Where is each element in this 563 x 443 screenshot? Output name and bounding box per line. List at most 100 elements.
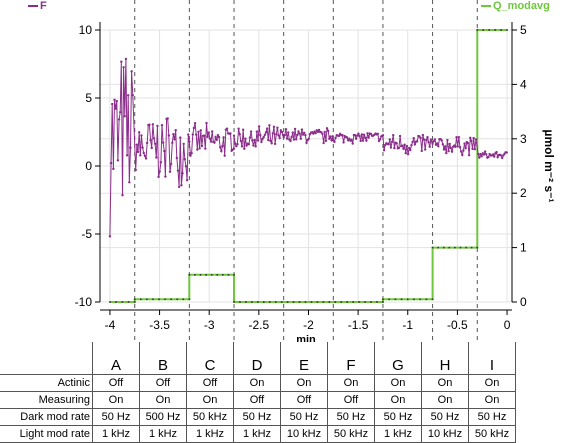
f-point bbox=[222, 136, 225, 139]
f-point bbox=[324, 139, 328, 143]
q-modavg-point bbox=[419, 298, 421, 301]
f-point bbox=[190, 151, 193, 155]
f-point bbox=[240, 145, 244, 148]
f-point bbox=[291, 131, 294, 134]
table-cell: 50 Hz bbox=[280, 408, 328, 426]
q-modavg-point bbox=[322, 301, 325, 303]
q-modavg-point bbox=[121, 301, 124, 303]
f-point bbox=[478, 156, 481, 159]
f-point bbox=[365, 139, 368, 142]
row-label: Dark mod rate bbox=[0, 408, 93, 426]
f-point bbox=[225, 127, 229, 130]
q-modavg-point bbox=[382, 298, 384, 301]
legend-f-swatch bbox=[28, 5, 38, 8]
y-left-tick-label: 10 bbox=[79, 23, 93, 37]
table-cell: 1 kHz bbox=[374, 425, 422, 443]
q-modavg-point bbox=[233, 301, 235, 303]
f-point bbox=[218, 146, 222, 149]
f-point bbox=[111, 102, 114, 106]
f-point bbox=[159, 161, 163, 164]
q-modavg-point bbox=[286, 301, 289, 303]
f-point bbox=[220, 149, 223, 153]
f-point bbox=[152, 137, 156, 140]
f-point bbox=[280, 130, 284, 134]
x-tick-label: -3 bbox=[204, 318, 215, 332]
f-point bbox=[402, 147, 405, 150]
f-point bbox=[160, 123, 164, 127]
table-cell: On bbox=[374, 391, 422, 409]
f-point bbox=[174, 129, 177, 132]
q-modavg-point bbox=[194, 274, 196, 276]
f-point bbox=[317, 128, 321, 132]
q-modavg-point bbox=[442, 246, 445, 249]
f-point bbox=[485, 153, 488, 156]
f-point bbox=[321, 132, 324, 136]
f-point bbox=[351, 142, 354, 145]
f-point bbox=[282, 135, 285, 139]
f-point bbox=[148, 123, 151, 126]
f-point bbox=[265, 127, 269, 130]
f-point bbox=[233, 142, 237, 145]
f-point bbox=[171, 141, 174, 145]
f-point bbox=[244, 137, 247, 140]
q-modavg-point bbox=[476, 246, 479, 249]
f-point bbox=[443, 145, 447, 148]
f-point bbox=[150, 146, 153, 150]
f-point bbox=[422, 138, 426, 141]
q-modavg-point bbox=[115, 301, 117, 303]
q-modavg-line bbox=[109, 29, 507, 303]
f-point bbox=[312, 132, 315, 135]
f-point bbox=[464, 147, 467, 150]
f-point bbox=[358, 134, 361, 138]
q-modavg-point bbox=[176, 298, 179, 301]
f-point bbox=[328, 137, 331, 140]
f-point bbox=[395, 141, 398, 145]
f-point bbox=[496, 156, 499, 159]
f-point bbox=[232, 134, 236, 137]
q-modavg-point bbox=[488, 29, 490, 31]
x-tick-label: -2 bbox=[303, 318, 314, 332]
f-point bbox=[115, 99, 118, 103]
table-cell: On bbox=[327, 374, 375, 392]
f-point bbox=[187, 133, 190, 136]
x-tick-label: -1 bbox=[402, 318, 413, 332]
q-modavg-point bbox=[470, 246, 473, 249]
f-point bbox=[505, 151, 508, 154]
f-point bbox=[207, 131, 210, 134]
f-point bbox=[128, 181, 131, 184]
q-modavg-point bbox=[292, 301, 295, 303]
table-cell: On bbox=[280, 374, 328, 392]
f-point bbox=[461, 153, 464, 157]
q-modavg-point bbox=[476, 29, 479, 31]
plot-frame bbox=[99, 22, 513, 311]
table-cell: Off bbox=[186, 374, 234, 392]
table-cell: On bbox=[186, 391, 234, 409]
f-point bbox=[397, 146, 401, 150]
f-point bbox=[412, 136, 415, 140]
f-point bbox=[139, 154, 142, 157]
f-point bbox=[290, 135, 293, 139]
legend-q-modavg: Q_modavg bbox=[481, 0, 550, 12]
f-point bbox=[119, 111, 122, 114]
f-point bbox=[252, 144, 255, 147]
table-row: Measuring On On On Off Off Off On On On bbox=[0, 391, 516, 409]
table-cell: On bbox=[468, 374, 516, 392]
f-point bbox=[112, 167, 115, 171]
q-modavg-point bbox=[239, 301, 241, 303]
f-point bbox=[204, 147, 207, 150]
f-point bbox=[307, 137, 310, 140]
table-cell: Off bbox=[92, 374, 140, 392]
q-modavg-point bbox=[257, 301, 259, 303]
f-point bbox=[392, 133, 395, 137]
f-point bbox=[420, 149, 423, 153]
y-right-tick-label: 5 bbox=[520, 23, 527, 37]
f-point bbox=[323, 130, 326, 134]
f-point bbox=[177, 185, 181, 189]
f-point bbox=[445, 151, 448, 155]
q-modavg-point bbox=[251, 301, 253, 303]
f-point bbox=[167, 134, 171, 137]
x-tick-label: -3.5 bbox=[149, 318, 170, 332]
f-point bbox=[454, 145, 457, 148]
table-cell: 50 Hz bbox=[421, 408, 469, 426]
f-point bbox=[381, 134, 385, 137]
